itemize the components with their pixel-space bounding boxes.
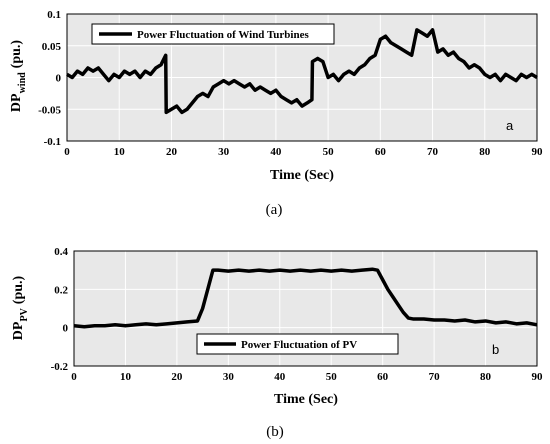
panel-a-y-axis-label: DPwind(pu.) — [9, 40, 28, 113]
panel-a-x-tick-label: 0 — [64, 146, 70, 158]
panel-b-y-tick-label: -0.2 — [51, 361, 69, 373]
panel-b-x-tick-label: 90 — [532, 371, 544, 383]
panel-a-letter: a — [506, 118, 514, 133]
panel-a-y-tick-label: -0.1 — [44, 136, 61, 148]
panel-b-x-tick-label: 80 — [480, 371, 492, 383]
panel-b-x-tick-label: 60 — [377, 371, 389, 383]
panel-a-x-axis-label: Time (Sec) — [270, 168, 334, 183]
panel-a-x-tick-label: 90 — [532, 146, 544, 158]
panel-b-legend-box — [196, 333, 399, 355]
panel-b-chart: 0 10 20 30 40 50 60 70 80 90 -0.200.20.4 Power Fl… — [11, 246, 543, 440]
panel-b-x-tick-label: 0 — [71, 371, 77, 383]
panel-a-x-tick-label: 20 — [166, 146, 178, 158]
panel-b-plot-frame — [73, 250, 538, 367]
panel-b-legend-label: Power Fluctuation of PV — [241, 339, 357, 351]
panel-a-x-tick-label: 50 — [323, 146, 335, 158]
panel-b-y-tick-label: 0.2 — [54, 284, 68, 296]
panel-b-x-tick-label: 70 — [429, 371, 441, 383]
panel-a-legend-label: Power Fluctuation of Wind Turbines — [137, 29, 309, 41]
panel-a-x-tick-label: 60 — [375, 146, 387, 158]
panel-a-caption: (a) — [266, 202, 283, 218]
panel-a-chart: 0 10 20 30 40 50 60 70 80 90 -0.1 -0.05 0 0.05 0.1 Po… — [9, 9, 543, 218]
panel-b-legend: Power Fluctuation of PV — [196, 333, 399, 355]
panel-b-caption: (b) — [266, 424, 284, 440]
panel-a-x-tick-label: 80 — [479, 146, 491, 158]
panel-a-x-tick-label: 30 — [218, 146, 230, 158]
panel-a-x-tick-label: 10 — [114, 146, 126, 158]
panel-b-y-ticks: -0.2 0 0.2 0.4 — [51, 246, 69, 373]
panel-b-x-tick-label: 40 — [274, 371, 286, 383]
panel-a-x-tick-label: 70 — [427, 146, 439, 158]
panel-b-y-tick-label: 0.4 — [54, 246, 68, 258]
panel-a-x-ticks: 0 10 20 30 40 50 60 70 80 90 — [64, 146, 543, 158]
panel-b-letter: b — [492, 342, 499, 357]
panel-a-y-tick-label: 0 — [56, 73, 62, 85]
panel-a-y-ticks: -0.1 -0.05 0 0.05 0.1 — [38, 9, 61, 148]
panel-b-x-tick-label: 50 — [326, 371, 338, 383]
panel-a-x-tick-label: 40 — [270, 146, 282, 158]
panel-a-y-tick-label: -0.05 — [38, 104, 61, 116]
panel-b-x-ticks: 0 10 20 30 40 50 60 70 80 90 — [71, 371, 543, 383]
panel-b-x-axis-label: Time (Sec) — [274, 392, 338, 407]
panel-b-series-line — [73, 267, 538, 329]
panel-a-series-line — [66, 28, 538, 115]
panel-a-legend: Power Fluctuation of Wind Turbines — [91, 23, 335, 45]
panel-b-x-tick-label: 30 — [223, 371, 235, 383]
panel-b-x-tick-label: 10 — [120, 371, 132, 383]
panel-b-x-tick-label: 20 — [171, 371, 183, 383]
panel-b-y-tick-label: 0 — [63, 323, 69, 335]
panel-a-plot-frame — [66, 13, 538, 142]
panel-a-y-tick-label: 0.05 — [42, 41, 62, 53]
panel-a-legend-box — [91, 23, 335, 45]
panel-b-y-axis-label: DPPV(pu.) — [11, 275, 30, 340]
panel-a-y-tick-label: 0.1 — [47, 9, 61, 21]
